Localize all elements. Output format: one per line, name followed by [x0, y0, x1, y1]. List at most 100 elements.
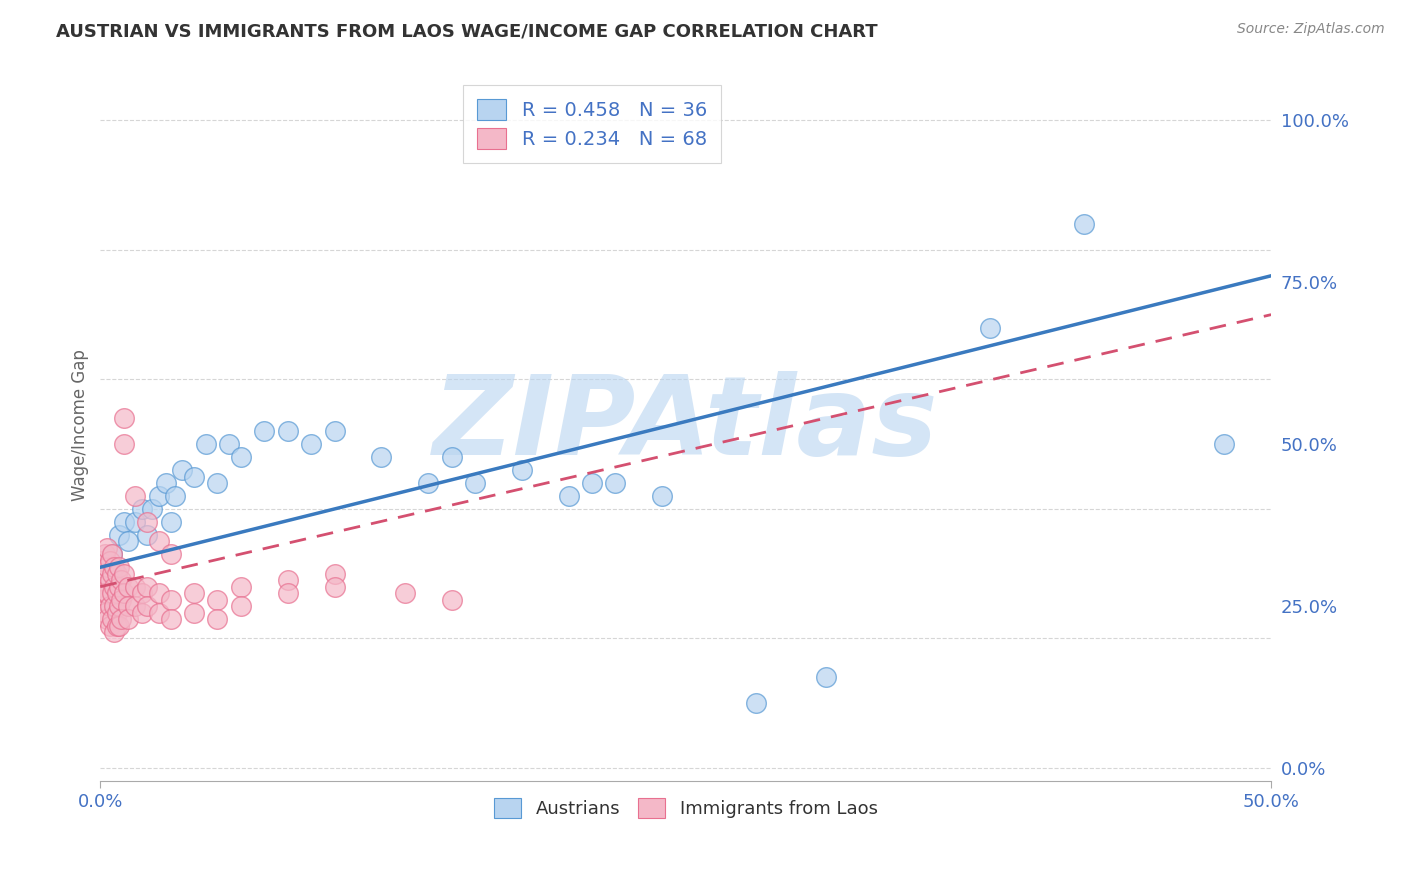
Point	[108, 528, 131, 542]
Point	[207, 592, 229, 607]
Point	[101, 612, 124, 626]
Point	[155, 476, 177, 491]
Point	[229, 580, 252, 594]
Point	[218, 437, 240, 451]
Point	[581, 476, 603, 491]
Legend: Austrians, Immigrants from Laos: Austrians, Immigrants from Laos	[486, 791, 884, 825]
Point	[96, 612, 118, 626]
Point	[253, 424, 276, 438]
Text: Source: ZipAtlas.com: Source: ZipAtlas.com	[1237, 22, 1385, 37]
Point	[229, 599, 252, 614]
Point	[124, 599, 146, 614]
Point	[141, 502, 163, 516]
Point	[124, 580, 146, 594]
Point	[207, 476, 229, 491]
Point	[110, 592, 132, 607]
Point	[108, 580, 131, 594]
Point	[96, 541, 118, 555]
Point	[194, 437, 217, 451]
Point	[418, 476, 440, 491]
Point	[136, 580, 159, 594]
Point	[148, 489, 170, 503]
Point	[96, 586, 118, 600]
Point	[103, 580, 125, 594]
Point	[136, 599, 159, 614]
Point	[103, 625, 125, 640]
Point	[108, 560, 131, 574]
Point	[207, 612, 229, 626]
Point	[89, 566, 111, 581]
Point	[105, 586, 128, 600]
Point	[112, 411, 135, 425]
Point	[183, 586, 205, 600]
Point	[299, 437, 322, 451]
Point	[172, 463, 194, 477]
Point	[323, 580, 346, 594]
Point	[98, 618, 121, 632]
Point	[98, 599, 121, 614]
Point	[124, 515, 146, 529]
Point	[159, 612, 181, 626]
Point	[651, 489, 673, 503]
Point	[94, 606, 117, 620]
Point	[112, 437, 135, 451]
Point	[183, 469, 205, 483]
Text: AUSTRIAN VS IMMIGRANTS FROM LAOS WAGE/INCOME GAP CORRELATION CHART: AUSTRIAN VS IMMIGRANTS FROM LAOS WAGE/IN…	[56, 22, 877, 40]
Point	[323, 424, 346, 438]
Point	[136, 528, 159, 542]
Point	[464, 476, 486, 491]
Point	[89, 592, 111, 607]
Point	[101, 586, 124, 600]
Point	[103, 599, 125, 614]
Point	[815, 670, 838, 684]
Point	[101, 547, 124, 561]
Point	[94, 547, 117, 561]
Point	[117, 599, 139, 614]
Point	[136, 515, 159, 529]
Point	[101, 547, 124, 561]
Point	[159, 515, 181, 529]
Text: ZIPAtlas: ZIPAtlas	[433, 371, 938, 478]
Point	[148, 534, 170, 549]
Point	[96, 560, 118, 574]
Point	[124, 489, 146, 503]
Point	[183, 606, 205, 620]
Point	[89, 580, 111, 594]
Point	[112, 515, 135, 529]
Point	[394, 586, 416, 600]
Point	[108, 599, 131, 614]
Point	[105, 566, 128, 581]
Point	[110, 612, 132, 626]
Point	[159, 592, 181, 607]
Point	[605, 476, 627, 491]
Point	[165, 489, 187, 503]
Point	[159, 547, 181, 561]
Point	[440, 450, 463, 464]
Point	[94, 586, 117, 600]
Point	[745, 696, 768, 710]
Point	[117, 612, 139, 626]
Point	[94, 566, 117, 581]
Point	[510, 463, 533, 477]
Point	[89, 554, 111, 568]
Point	[98, 554, 121, 568]
Point	[117, 534, 139, 549]
Point	[105, 618, 128, 632]
Point	[148, 586, 170, 600]
Point	[979, 320, 1001, 334]
Point	[323, 566, 346, 581]
Point	[1213, 437, 1236, 451]
Point	[277, 424, 299, 438]
Point	[98, 573, 121, 587]
Point	[108, 618, 131, 632]
Point	[101, 566, 124, 581]
Point	[1073, 217, 1095, 231]
Point	[277, 573, 299, 587]
Point	[148, 606, 170, 620]
Point	[117, 580, 139, 594]
Point	[229, 450, 252, 464]
Point	[105, 606, 128, 620]
Point	[370, 450, 392, 464]
Y-axis label: Wage/Income Gap: Wage/Income Gap	[72, 349, 89, 500]
Point	[557, 489, 579, 503]
